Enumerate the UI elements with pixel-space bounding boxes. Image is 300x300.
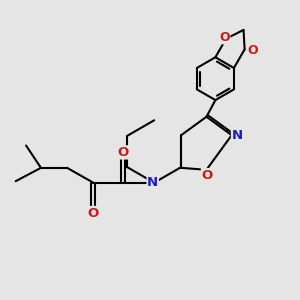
Text: N: N (147, 176, 158, 189)
Text: O: O (201, 169, 213, 182)
Text: O: O (88, 206, 99, 220)
Text: O: O (117, 146, 129, 159)
Text: N: N (232, 129, 243, 142)
Text: O: O (219, 31, 230, 44)
Text: O: O (248, 44, 258, 57)
